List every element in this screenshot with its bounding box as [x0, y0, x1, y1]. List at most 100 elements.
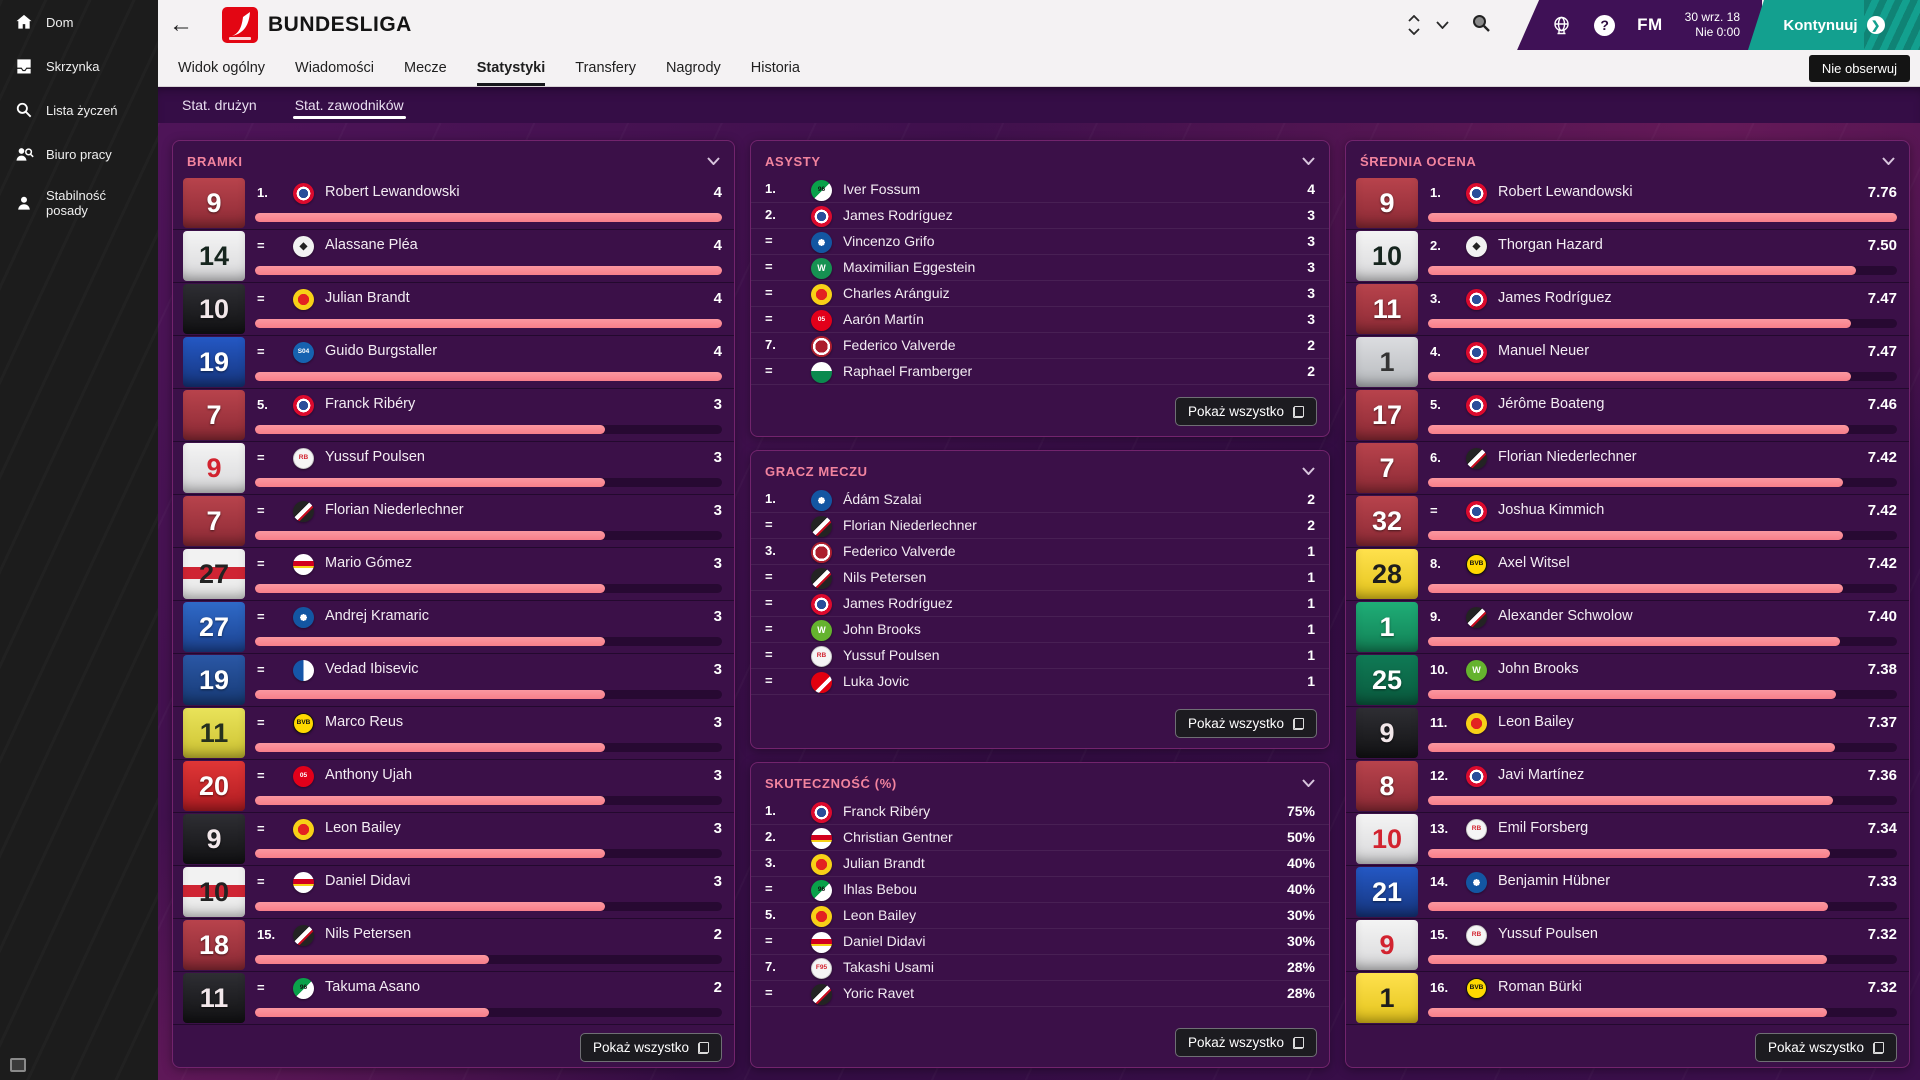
- stat-row[interactable]: 19 = Vedad Ibisevic 3: [173, 654, 734, 707]
- stat-row[interactable]: 10 2. ◆ Thorgan Hazard 7.50: [1346, 230, 1909, 283]
- stat-row[interactable]: = James Rodríguez 1: [751, 591, 1329, 617]
- stat-row[interactable]: = W John Brooks 1: [751, 617, 1329, 643]
- stat-row[interactable]: 9 = Leon Bailey 3: [173, 813, 734, 866]
- stat-row[interactable]: 28 8. BVB Axel Witsel 7.42: [1346, 548, 1909, 601]
- stat-row[interactable]: 3. Federico Valverde 1: [751, 539, 1329, 565]
- stat-row[interactable]: = RB Yussuf Poulsen 1: [751, 643, 1329, 669]
- stat-row[interactable]: 7. F95 Takashi Usami 28%: [751, 955, 1329, 981]
- stat-row[interactable]: 1. Ádám Szalai 2: [751, 487, 1329, 513]
- stat-row[interactable]: 2. Christian Gentner 50%: [751, 825, 1329, 851]
- stat-row[interactable]: 1 9. Alexander Schwolow 7.40: [1346, 601, 1909, 654]
- stat-row[interactable]: = Nils Petersen 1: [751, 565, 1329, 591]
- game-date[interactable]: 30 wrz. 18 Nie 0:00: [1685, 10, 1740, 40]
- stat-row[interactable]: 9 15. RB Yussuf Poulsen 7.32: [1346, 919, 1909, 972]
- rank-label: =: [257, 556, 265, 571]
- stat-row[interactable]: = Luka Jovic 1: [751, 669, 1329, 695]
- collapse-chevron-icon[interactable]: [1302, 774, 1315, 792]
- stat-row[interactable]: 1. Franck Ribéry 75%: [751, 799, 1329, 825]
- stat-row[interactable]: 7 6. Florian Niederlechner 7.42: [1346, 442, 1909, 495]
- stat-row[interactable]: 10 13. RB Emil Forsberg 7.34: [1346, 813, 1909, 866]
- stat-row[interactable]: 10 = Daniel Didavi 3: [173, 866, 734, 919]
- expand-icon: [1293, 717, 1304, 730]
- tab-historia[interactable]: Historia: [750, 60, 800, 76]
- collapse-chevron-icon[interactable]: [707, 152, 720, 170]
- subtab-stat-dru-yn[interactable]: Stat. drużyn: [182, 97, 257, 113]
- tab-widok-og-lny[interactable]: Widok ogólny: [178, 60, 266, 76]
- shirt-number: 9: [1379, 930, 1395, 960]
- stat-row[interactable]: 10 = Julian Brandt 4: [173, 283, 734, 336]
- sidebar-item-lista-ycze-[interactable]: Lista życzeń: [0, 88, 158, 132]
- stat-row[interactable]: 1. 96 Iver Fossum 4: [751, 177, 1329, 203]
- stat-row[interactable]: 21 14. Benjamin Hübner 7.33: [1346, 866, 1909, 919]
- tab-mecze[interactable]: Mecze: [404, 60, 447, 76]
- stat-row[interactable]: = Vincenzo Grifo 3: [751, 229, 1329, 255]
- stat-row[interactable]: 9 1. Robert Lewandowski 7.76: [1346, 177, 1909, 230]
- sidebar-item-biuro-pracy[interactable]: Biuro pracy: [0, 132, 158, 176]
- show-all-button[interactable]: Pokaż wszystko: [1174, 709, 1317, 738]
- stat-row[interactable]: = Raphael Framberger 2: [751, 359, 1329, 385]
- help-icon[interactable]: ?: [1594, 14, 1616, 36]
- stat-row[interactable]: = Florian Niederlechner 2: [751, 513, 1329, 539]
- show-all-button[interactable]: Pokaż wszystko: [1754, 1033, 1897, 1062]
- stat-row[interactable]: 2. James Rodríguez 3: [751, 203, 1329, 229]
- show-all-button[interactable]: Pokaż wszystko: [579, 1033, 722, 1062]
- tab-wiadomo-ci[interactable]: Wiadomości: [295, 60, 375, 76]
- history-spinner-icon[interactable]: [1408, 15, 1420, 35]
- show-all-button[interactable]: Pokaż wszystko: [1174, 397, 1317, 426]
- stat-row[interactable]: 32 = Joshua Kimmich 7.42: [1346, 495, 1909, 548]
- tab-nagrody[interactable]: Nagrody: [665, 60, 721, 76]
- window-restore-icon[interactable]: [10, 1058, 26, 1072]
- collapse-chevron-icon[interactable]: [1302, 152, 1315, 170]
- stat-row[interactable]: 14 = ◆ Alassane Pléa 4: [173, 230, 734, 283]
- stat-row[interactable]: 9 11. Leon Bailey 7.37: [1346, 707, 1909, 760]
- stat-row[interactable]: = W Maximilian Eggestein 3: [751, 255, 1329, 281]
- chevron-down-icon[interactable]: [1436, 16, 1449, 34]
- search-icon[interactable]: [1471, 13, 1491, 38]
- collapse-chevron-icon[interactable]: [1882, 152, 1895, 170]
- stat-row[interactable]: = Charles Aránguiz 3: [751, 281, 1329, 307]
- sidebar-item-dom[interactable]: Dom: [0, 0, 158, 44]
- continue-button[interactable]: Kontynuuj ❯: [1748, 0, 1920, 50]
- stat-row[interactable]: 11 3. James Rodríguez 7.47: [1346, 283, 1909, 336]
- stat-row[interactable]: 1 4. Manuel Neuer 7.47: [1346, 336, 1909, 389]
- stat-row[interactable]: 11 = 96 Takuma Asano 2: [173, 972, 734, 1025]
- stat-row[interactable]: 19 = S04 Guido Burgstaller 4: [173, 336, 734, 389]
- sidebar-item-stabilno-posady[interactable]: Stabilność posady: [0, 176, 158, 230]
- tab-statystyki[interactable]: Statystyki: [476, 50, 545, 86]
- stat-row[interactable]: 7. Federico Valverde 2: [751, 333, 1329, 359]
- stat-row[interactable]: 1 16. BVB Roman Bürki 7.32: [1346, 972, 1909, 1025]
- stat-row[interactable]: 18 15. Nils Petersen 2: [173, 919, 734, 972]
- stat-row[interactable]: 7 5. Franck Ribéry 3: [173, 389, 734, 442]
- stat-row[interactable]: 7 = Florian Niederlechner 3: [173, 495, 734, 548]
- stat-bar: [255, 637, 722, 646]
- stat-row[interactable]: 9 1. Robert Lewandowski 4: [173, 177, 734, 230]
- stat-row[interactable]: 8 12. Javi Martínez 7.36: [1346, 760, 1909, 813]
- stat-row[interactable]: 27 = Mario Gómez 3: [173, 548, 734, 601]
- rank-label: =: [765, 517, 773, 532]
- back-button[interactable]: ←: [169, 11, 193, 38]
- globe-icon[interactable]: [1551, 15, 1572, 36]
- stat-row[interactable]: 20 = 05 Anthony Ujah 3: [173, 760, 734, 813]
- stat-row[interactable]: 27 = Andrej Kramaric 3: [173, 601, 734, 654]
- stat-row[interactable]: = 96 Ihlas Bebou 40%: [751, 877, 1329, 903]
- show-all-button[interactable]: Pokaż wszystko: [1174, 1028, 1317, 1057]
- shirt-number-tile: 1: [1356, 602, 1418, 652]
- subtab-stat-zawodnik-w[interactable]: Stat. zawodników: [292, 87, 406, 123]
- stat-value: 30%: [1286, 907, 1315, 923]
- stat-row[interactable]: = Yoric Ravet 28%: [751, 981, 1329, 1007]
- bremen-club-badge-icon: W: [811, 258, 832, 279]
- stat-row[interactable]: 3. Julian Brandt 40%: [751, 851, 1329, 877]
- stat-row[interactable]: 9 = RB Yussuf Poulsen 3: [173, 442, 734, 495]
- stat-row[interactable]: 5. Leon Bailey 30%: [751, 903, 1329, 929]
- sidebar-item-skrzynka[interactable]: Skrzynka: [0, 44, 158, 88]
- unfollow-button[interactable]: Nie obserwuj: [1808, 55, 1910, 82]
- stat-row[interactable]: = 05 Aarón Martín 3: [751, 307, 1329, 333]
- stat-row[interactable]: 25 10. W John Brooks 7.38: [1346, 654, 1909, 707]
- tab-transfery[interactable]: Transfery: [575, 60, 636, 76]
- rank-label: 5.: [1430, 397, 1441, 412]
- stat-row[interactable]: 11 = BVB Marco Reus 3: [173, 707, 734, 760]
- leipzig-club-badge-icon: RB: [1466, 819, 1487, 840]
- stat-row[interactable]: 17 5. Jérôme Boateng 7.46: [1346, 389, 1909, 442]
- stat-row[interactable]: = Daniel Didavi 30%: [751, 929, 1329, 955]
- collapse-chevron-icon[interactable]: [1302, 462, 1315, 480]
